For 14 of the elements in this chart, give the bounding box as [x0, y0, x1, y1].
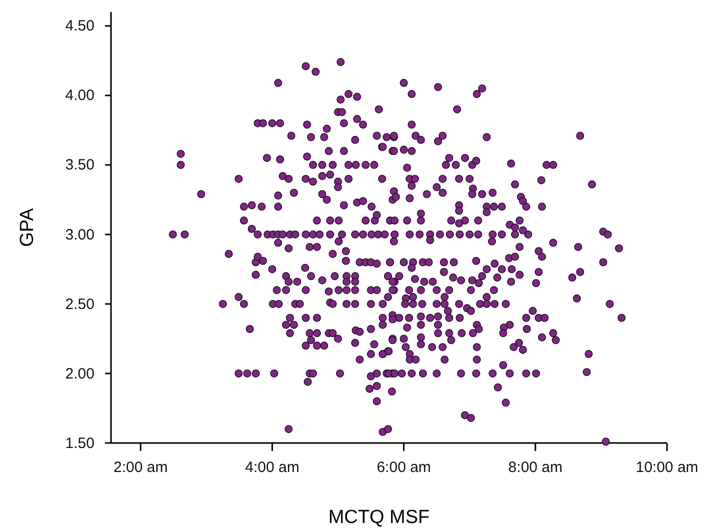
y-tick-label: 2.00 — [65, 365, 94, 382]
y-tick-label: 1.50 — [65, 434, 94, 452]
x-tick-label: 4:00 am — [245, 459, 300, 476]
y-tick-label: 3.50 — [65, 156, 94, 174]
y-tick-label: 4.50 — [65, 18, 94, 35]
y-tick-label: 3.00 — [65, 226, 94, 244]
y-tick-label: 2.50 — [65, 296, 94, 313]
x-axis-title: MCTQ MSF — [328, 507, 430, 528]
y-tick-label: 4.00 — [65, 87, 94, 104]
x-tick-label: 6:00 am — [376, 459, 431, 476]
x-tick-label: 8:00 am — [508, 459, 563, 476]
x-tick-label: 2:00 am — [114, 459, 168, 476]
x-tick-label: 10:00 am — [636, 459, 698, 476]
y-axis-title: GPA — [17, 208, 38, 247]
